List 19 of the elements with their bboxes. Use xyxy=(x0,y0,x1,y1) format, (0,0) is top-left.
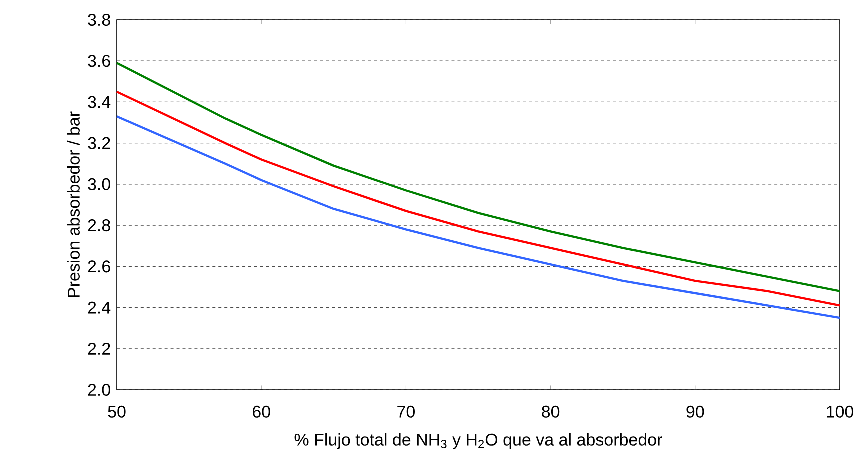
y-tick-label: 3.0 xyxy=(88,178,110,190)
y-tick-label: 2.4 xyxy=(88,302,111,314)
y-tick-label: 3.2 xyxy=(88,137,110,150)
y-tick-label: 3.6 xyxy=(88,55,110,68)
x-axis-title: % Flujo total de NH$_{3}$ y H$_{2}$O que va al absorbedor xyxy=(294,433,662,450)
x-tick-label: 90 xyxy=(686,406,704,418)
x-tick-label: 100 xyxy=(827,406,854,418)
y-axis-title: Presion absorbedor / bar xyxy=(67,112,80,298)
x-tick-label: 50 xyxy=(108,406,126,418)
y-tick-label: 2.2 xyxy=(88,342,110,355)
x-tick-label: 70 xyxy=(398,406,415,418)
x-tick-label: 60 xyxy=(253,406,270,418)
y-tick-label: 2.0 xyxy=(88,384,110,396)
y-tick-label: 3.4 xyxy=(88,96,111,108)
y-tick-label: 2.6 xyxy=(88,260,110,273)
x-tick-label: 80 xyxy=(542,406,560,418)
y-tick-label: 3.8 xyxy=(88,14,110,26)
y-tick-label: 2.8 xyxy=(88,220,110,232)
line-series xyxy=(116,62,842,292)
